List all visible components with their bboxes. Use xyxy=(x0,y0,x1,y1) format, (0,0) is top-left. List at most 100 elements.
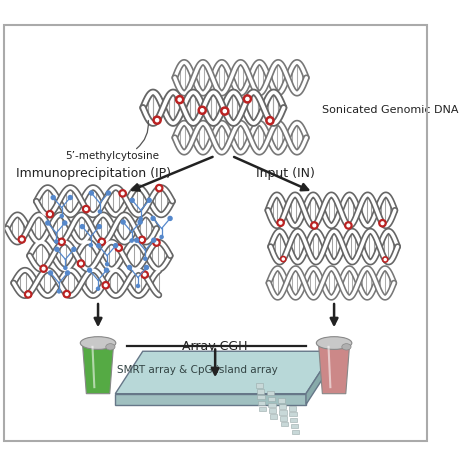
Circle shape xyxy=(48,271,53,275)
Circle shape xyxy=(135,238,139,242)
Bar xyxy=(280,416,287,421)
Circle shape xyxy=(128,266,131,269)
Circle shape xyxy=(97,225,101,229)
Bar xyxy=(268,397,275,401)
Polygon shape xyxy=(115,351,333,394)
Circle shape xyxy=(118,247,120,249)
Circle shape xyxy=(18,236,26,243)
Circle shape xyxy=(155,241,158,244)
Circle shape xyxy=(63,290,71,298)
Circle shape xyxy=(138,236,146,244)
Bar xyxy=(258,401,265,405)
Bar xyxy=(257,395,264,399)
Circle shape xyxy=(68,196,72,199)
Circle shape xyxy=(153,239,160,246)
Circle shape xyxy=(383,257,388,262)
Circle shape xyxy=(97,287,100,290)
Bar xyxy=(281,422,288,426)
Circle shape xyxy=(141,239,143,241)
Circle shape xyxy=(97,244,100,247)
Circle shape xyxy=(178,98,181,101)
Circle shape xyxy=(88,268,91,272)
Circle shape xyxy=(223,110,227,113)
Circle shape xyxy=(381,222,384,225)
Circle shape xyxy=(105,268,109,272)
Circle shape xyxy=(58,238,65,246)
Bar xyxy=(259,407,266,411)
Circle shape xyxy=(152,238,156,242)
Circle shape xyxy=(153,116,161,124)
Circle shape xyxy=(89,244,92,247)
Text: 5’-methylcytosine: 5’-methylcytosine xyxy=(65,151,159,161)
Circle shape xyxy=(49,213,51,216)
Polygon shape xyxy=(319,346,349,394)
Circle shape xyxy=(313,224,316,227)
Circle shape xyxy=(145,266,148,269)
Circle shape xyxy=(119,190,126,197)
Circle shape xyxy=(77,260,85,267)
Polygon shape xyxy=(306,351,333,404)
Bar xyxy=(278,398,285,403)
Circle shape xyxy=(98,210,101,213)
Bar xyxy=(269,408,276,413)
Circle shape xyxy=(106,263,109,266)
Bar xyxy=(270,414,277,419)
Text: Sonicated Genomic DNA: Sonicated Genomic DNA xyxy=(322,105,459,116)
Circle shape xyxy=(266,116,274,125)
Circle shape xyxy=(102,281,109,289)
Circle shape xyxy=(221,107,229,115)
Circle shape xyxy=(168,216,172,220)
Bar xyxy=(267,391,274,395)
Circle shape xyxy=(282,258,284,260)
Circle shape xyxy=(27,293,29,296)
Circle shape xyxy=(104,284,107,287)
Circle shape xyxy=(63,221,67,225)
Circle shape xyxy=(60,214,63,218)
Circle shape xyxy=(46,211,54,218)
Circle shape xyxy=(57,290,61,293)
Bar xyxy=(291,424,298,428)
Circle shape xyxy=(243,95,252,103)
Circle shape xyxy=(20,238,23,241)
Circle shape xyxy=(40,265,47,272)
Circle shape xyxy=(130,198,134,202)
Bar xyxy=(290,412,297,417)
Circle shape xyxy=(347,224,350,227)
Text: Array CGH: Array CGH xyxy=(182,340,248,353)
Circle shape xyxy=(345,222,352,229)
Circle shape xyxy=(277,219,284,226)
Circle shape xyxy=(85,208,88,211)
Circle shape xyxy=(279,221,282,224)
Ellipse shape xyxy=(80,336,116,350)
Circle shape xyxy=(98,238,105,246)
Circle shape xyxy=(55,247,59,251)
Circle shape xyxy=(72,247,76,251)
Bar xyxy=(257,389,264,393)
Circle shape xyxy=(201,109,204,112)
Circle shape xyxy=(175,96,184,104)
Circle shape xyxy=(268,119,272,122)
Circle shape xyxy=(151,216,155,220)
Circle shape xyxy=(100,240,103,243)
Circle shape xyxy=(121,192,124,195)
Circle shape xyxy=(46,221,50,225)
Circle shape xyxy=(64,266,67,269)
Bar xyxy=(290,418,297,422)
Text: Input (IN): Input (IN) xyxy=(256,167,315,180)
Circle shape xyxy=(160,235,163,239)
Circle shape xyxy=(379,219,386,227)
Circle shape xyxy=(42,267,45,270)
Circle shape xyxy=(155,119,159,122)
Circle shape xyxy=(114,244,118,247)
Ellipse shape xyxy=(106,343,115,350)
Circle shape xyxy=(80,225,84,229)
Circle shape xyxy=(143,273,146,276)
Bar xyxy=(279,404,286,409)
Bar xyxy=(279,410,286,415)
Circle shape xyxy=(281,256,286,262)
Circle shape xyxy=(158,187,161,190)
Circle shape xyxy=(55,240,58,243)
Ellipse shape xyxy=(342,343,351,350)
Circle shape xyxy=(80,262,82,265)
Circle shape xyxy=(246,97,249,101)
